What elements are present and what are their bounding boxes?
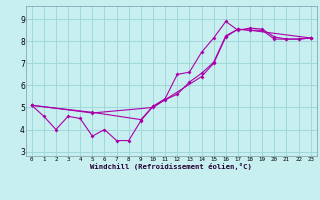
X-axis label: Windchill (Refroidissement éolien,°C): Windchill (Refroidissement éolien,°C) <box>90 163 252 170</box>
